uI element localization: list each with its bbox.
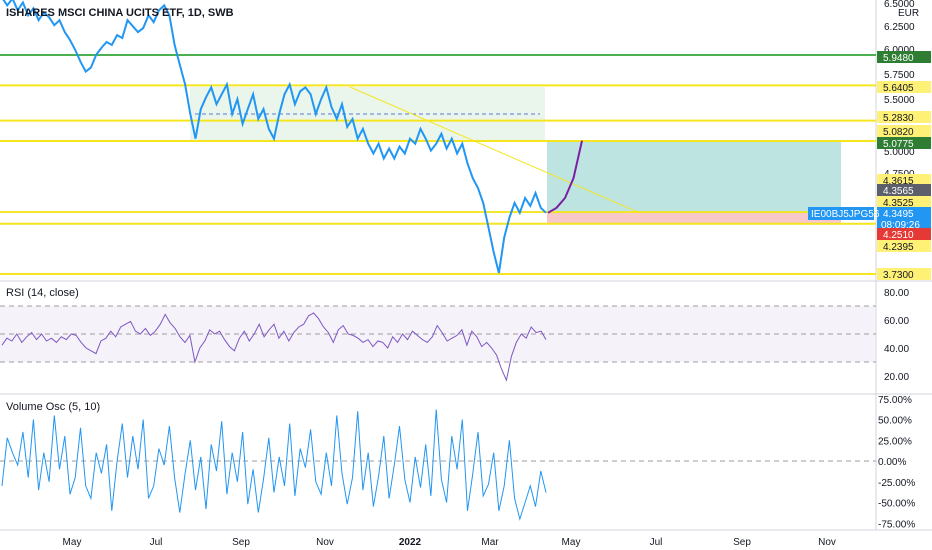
price-badge-label: 4.3565 xyxy=(883,186,914,197)
stop-zone xyxy=(547,213,841,224)
price-badge-bg xyxy=(877,228,931,240)
price-badge-bg xyxy=(877,137,931,149)
price-badge-label: 4.3615 xyxy=(883,176,914,187)
x-tick-label: May xyxy=(63,537,82,548)
series-lines xyxy=(1,0,583,521)
price-badge-label: 4.2395 xyxy=(883,242,914,253)
volume-tick-label: 0.00% xyxy=(878,457,906,468)
price-badge-label: 4.2510 xyxy=(883,230,914,241)
price-badge-bg xyxy=(877,174,931,186)
trend-line xyxy=(349,86,641,214)
x-tick-label: Sep xyxy=(733,537,751,548)
volume-tick-label: -50.00% xyxy=(878,499,915,510)
volume-osc-series xyxy=(1,409,547,521)
rsi-tick-label: 40.00 xyxy=(884,344,909,355)
price-badge-label: 5.0775 xyxy=(883,139,914,150)
price-tick-label: 5.5000 xyxy=(884,95,915,106)
rsi-bands xyxy=(0,305,876,363)
price-series xyxy=(2,0,547,274)
volume-tick-label: -25.00% xyxy=(878,478,915,489)
horizontal-levels xyxy=(0,54,876,275)
price-badge-bg xyxy=(877,196,931,208)
price-badge-bg xyxy=(877,51,931,63)
x-tick-label: Nov xyxy=(316,537,334,548)
currency-label: EUR xyxy=(898,8,919,19)
symbol-tag-bg xyxy=(808,207,874,220)
x-tick-label: Jul xyxy=(150,537,163,548)
rsi-tick-label: 80.00 xyxy=(884,288,909,299)
price-badge-bg xyxy=(877,240,931,252)
price-badge-bg xyxy=(877,81,931,93)
price-tick-label: 5.7500 xyxy=(884,70,915,81)
volume-tick-label: 25.00% xyxy=(878,436,912,447)
price-badge-label: 3.7300 xyxy=(883,270,914,281)
price-tick-label: 6.2500 xyxy=(884,22,915,33)
x-tick-label: Nov xyxy=(818,537,836,548)
price-tick-label: 5.0000 xyxy=(884,147,915,158)
rsi-tick-label: 60.00 xyxy=(884,316,909,327)
price-badge-bg xyxy=(877,268,931,280)
price-badge-bg xyxy=(877,111,931,123)
price-badge-bg xyxy=(877,125,931,137)
price-badge-label: 5.9480 xyxy=(883,53,914,64)
x-tick-label: 2022 xyxy=(399,537,422,548)
volume-tick-label: 75.00% xyxy=(878,395,912,406)
rsi-band-fill xyxy=(0,306,876,362)
price-badge-label: 5.2830 xyxy=(883,113,914,124)
rsi-pane-title: RSI (14, close) xyxy=(6,287,79,299)
price-badge-label: 4.3525 xyxy=(883,198,914,209)
price-badge-label: 5.0820 xyxy=(883,127,914,138)
price-badges: 5.94805.64055.28305.08205.07754.36154.35… xyxy=(877,51,931,281)
x-tick-label: Mar xyxy=(481,537,499,548)
x-tick-label: May xyxy=(562,537,581,548)
x-tick-label: Sep xyxy=(232,537,250,548)
volume-tick-label: 50.00% xyxy=(878,416,912,427)
countdown-label: 08:09:26 xyxy=(881,220,920,231)
symbol-tag: IE00BJ5JPG56 xyxy=(811,209,880,220)
price-badge-label: 5.6405 xyxy=(883,83,914,94)
price-badge-bg xyxy=(877,207,931,231)
rsi-tick-label: 20.00 xyxy=(884,372,909,383)
target-zone xyxy=(547,141,841,213)
price-badge-label: 4.3495 xyxy=(883,209,914,220)
price-tick-label: 6.0000 xyxy=(884,45,915,56)
rsi-series xyxy=(1,312,547,382)
volume-tick-label: -75.00% xyxy=(878,519,915,530)
chart-title: ISHARES MSCI CHINA UCITS ETF, 1D, SWB xyxy=(6,7,234,19)
price-badge-bg xyxy=(877,184,931,196)
price-tick-label: 6.5000 xyxy=(884,0,915,10)
x-tick-label: Jul xyxy=(650,537,663,548)
projection-path xyxy=(547,140,583,214)
volume-pane-title: Volume Osc (5, 10) xyxy=(6,401,100,413)
